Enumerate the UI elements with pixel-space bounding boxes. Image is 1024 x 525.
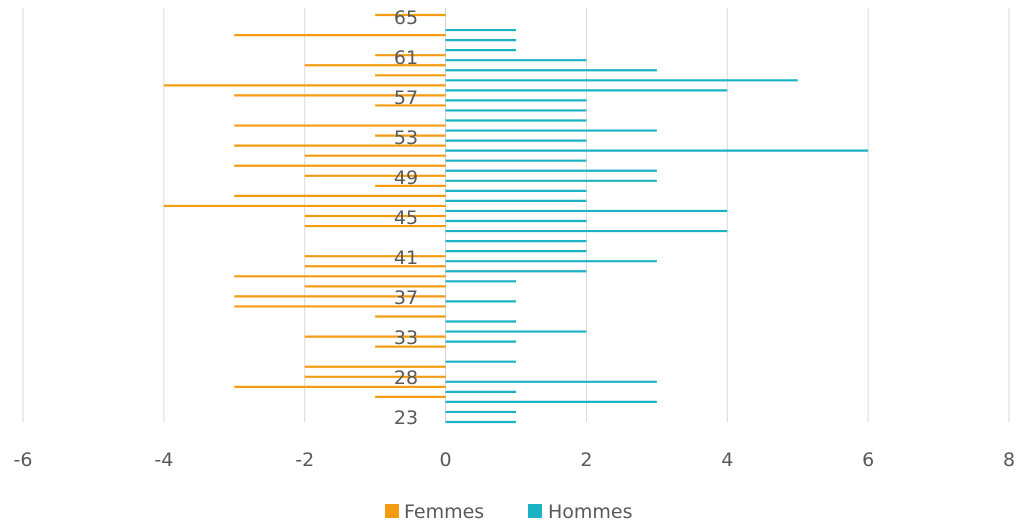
legend-label-femmes: Femmes <box>404 501 484 523</box>
x-tick-label: -6 <box>14 449 33 471</box>
age-labels: 65 61 57 53 49 45 41 37 33 28 23 <box>394 7 418 429</box>
legend: Femmes Hommes <box>385 501 633 523</box>
bars <box>163 13 869 424</box>
x-tick-label: 2 <box>580 449 592 471</box>
age-label: 23 <box>394 407 418 429</box>
age-label: 33 <box>394 327 418 349</box>
age-label: 61 <box>394 47 418 69</box>
age-label: 65 <box>394 7 418 29</box>
age-label: 37 <box>394 287 418 309</box>
age-label: 41 <box>394 247 418 269</box>
x-tick-label: 4 <box>721 449 733 471</box>
x-tick-label: 8 <box>1003 449 1015 471</box>
age-label: 28 <box>394 367 418 389</box>
age-label: 53 <box>394 127 418 149</box>
x-tick-label: 0 <box>440 449 452 471</box>
age-label: 57 <box>394 87 418 109</box>
legend-swatch-femmes <box>385 504 399 518</box>
age-label: 49 <box>394 167 418 189</box>
legend-swatch-hommes <box>528 504 542 518</box>
x-tick-label: -2 <box>295 449 314 471</box>
x-tick-label: -4 <box>154 449 173 471</box>
age-label: 45 <box>394 207 418 229</box>
x-axis-tick-labels: -6 -4 -2 0 2 4 6 8 <box>14 449 1016 471</box>
legend-label-hommes: Hommes <box>548 501 633 523</box>
x-tick-label: 6 <box>862 449 874 471</box>
